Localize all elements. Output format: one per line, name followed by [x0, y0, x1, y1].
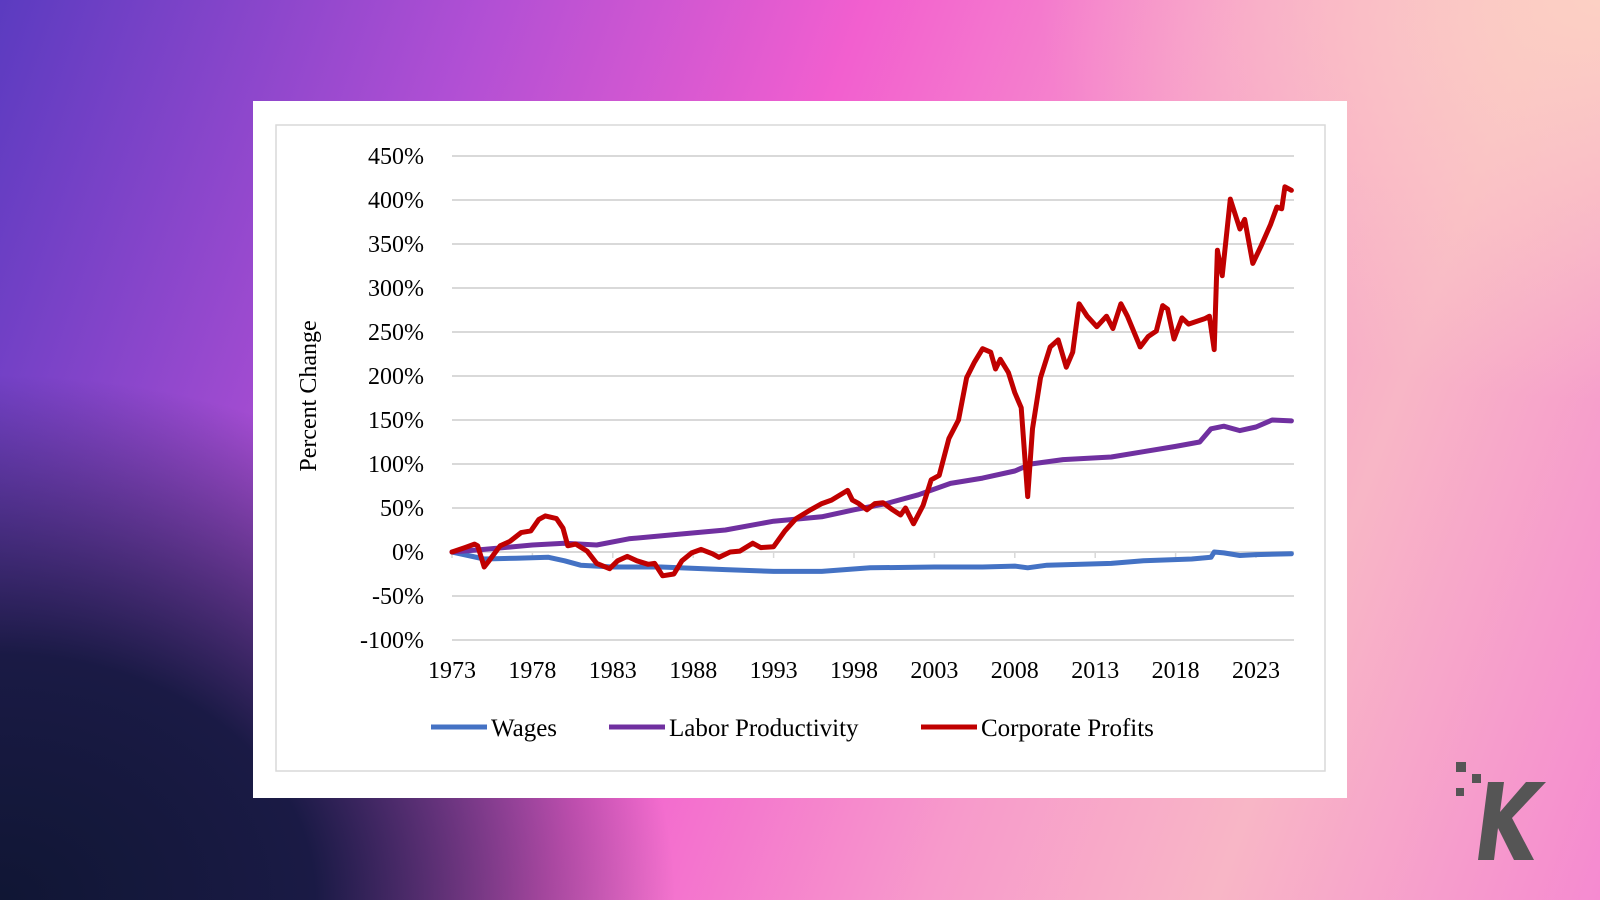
series-line-corporate-profits	[449, 184, 1294, 579]
y-tick-label: 450%	[368, 144, 424, 170]
y-tick-label: 0%	[392, 540, 424, 566]
y-tick-label: -100%	[360, 628, 424, 654]
legend-label: Labor Productivity	[669, 715, 859, 742]
y-tick-label: 50%	[380, 496, 424, 522]
x-tick-label: 1988	[669, 658, 717, 684]
x-tick-label: 1978	[508, 658, 556, 684]
plot-frame	[275, 124, 1326, 772]
series-line-wages	[449, 549, 1294, 574]
x-tick-label: 1998	[830, 658, 878, 684]
y-tick-label: -50%	[372, 584, 424, 610]
legend-label: Corporate Profits	[981, 715, 1154, 742]
y-tick-label: 350%	[368, 232, 424, 258]
y-tick-label: 300%	[368, 276, 424, 302]
y-tick-label: 200%	[368, 364, 424, 390]
line-chart: -100% -50% 0% 50% 100% 150% 200% 250% 300% 350% 40…	[275, 124, 1326, 772]
x-tick-label: 1983	[589, 658, 637, 684]
x-tick-label: 2008	[991, 658, 1039, 684]
y-tick-label: 400%	[368, 188, 424, 214]
logo-dot	[1472, 774, 1481, 783]
legend-label: Wages	[491, 715, 557, 742]
logo-dot	[1456, 762, 1466, 772]
y-tick-label: 150%	[368, 408, 424, 434]
knowtechie-k-logo	[1456, 762, 1546, 860]
y-axis-label: Percent Change	[296, 320, 322, 471]
chart-card: -100% -50% 0% 50% 100% 150% 200% 250% 300% 350% 40…	[253, 101, 1347, 798]
x-tick-label: 1973	[428, 658, 476, 684]
series-line-labor-productivity	[449, 417, 1294, 555]
x-tick-label: 1993	[750, 658, 798, 684]
logo-k	[1478, 782, 1546, 860]
y-tick-label: 100%	[368, 452, 424, 478]
x-tick-label: 2023	[1232, 658, 1280, 684]
y-tick-label: 250%	[368, 320, 424, 346]
x-tick-label: 2013	[1071, 658, 1119, 684]
x-tick-label: 2003	[910, 658, 958, 684]
x-tick-label: 2018	[1152, 658, 1200, 684]
logo-dot	[1456, 788, 1464, 796]
